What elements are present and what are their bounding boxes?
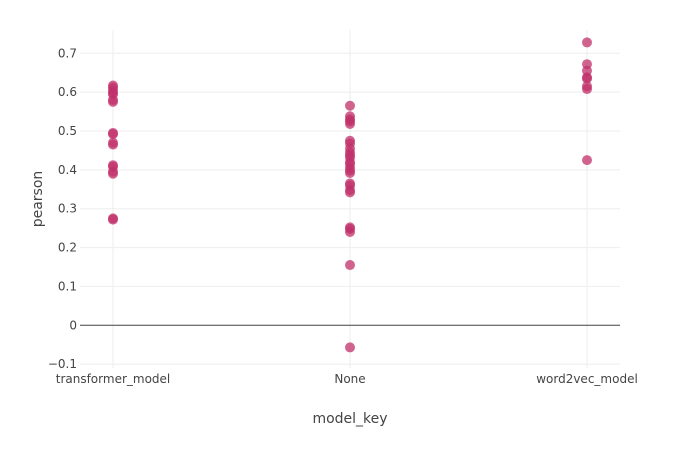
scatter-point	[108, 214, 118, 225]
y-tick-label: 0.1	[58, 279, 77, 293]
y-tick-label: 0.7	[58, 46, 77, 60]
scatter-point	[345, 342, 355, 353]
y-tick-label: 0.6	[58, 85, 77, 99]
scatter-point	[582, 84, 592, 95]
x-tick-label: word2vec_model	[536, 372, 638, 386]
y-tick-label: 0	[69, 318, 77, 332]
scatter-point	[108, 139, 118, 150]
data-points	[108, 37, 592, 353]
scatter-point	[108, 96, 118, 107]
scatter-point	[108, 129, 118, 140]
grid-layer	[80, 30, 620, 368]
y-tick-labels: −0.1 0 0.1 0.2 0.3 0.4 0.5 0.6 0.7	[48, 46, 77, 371]
y-tick-label: 0.2	[58, 241, 77, 255]
scatter-point	[582, 155, 592, 166]
x-tick-labels: transformer_model None word2vec_model	[56, 372, 638, 386]
y-tick-label: −0.1	[48, 357, 77, 371]
scatter-point	[345, 260, 355, 271]
y-axis-title: pearson	[30, 171, 46, 228]
scatter-point	[345, 119, 355, 130]
scatter-point	[345, 187, 355, 198]
scatter-point	[345, 100, 355, 111]
x-axis-title: model_key	[312, 411, 387, 427]
x-tick-label: None	[334, 372, 365, 386]
x-tick-label: transformer_model	[56, 372, 171, 386]
y-tick-label: 0.4	[58, 163, 77, 177]
scatter-point	[108, 168, 118, 179]
y-tick-label: 0.5	[58, 124, 77, 138]
y-tick-label: 0.3	[58, 202, 77, 216]
scatter-point	[345, 167, 355, 178]
scatter-point	[345, 227, 355, 238]
scatter-point	[582, 73, 592, 84]
scatter-point	[582, 37, 592, 48]
